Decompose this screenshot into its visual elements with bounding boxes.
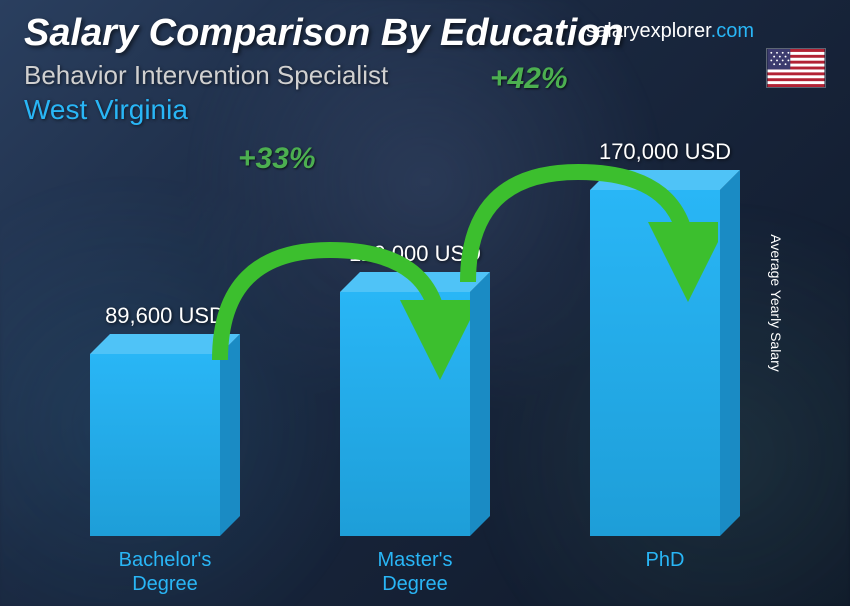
bar-group: 170,000 USDPhD (590, 190, 740, 536)
bar-front (590, 190, 720, 536)
watermark: salaryexplorer.com (586, 20, 754, 43)
page-title: Salary Comparison By Education (24, 12, 624, 55)
bar-value: 170,000 USD (580, 139, 750, 165)
watermark-main: salaryexplorer (586, 20, 711, 42)
bar-value: 89,600 USD (80, 303, 250, 329)
bar-value: 120,000 USD (330, 241, 500, 267)
location-label: West Virginia (24, 94, 188, 126)
bar-front (340, 292, 470, 536)
bar-group: 120,000 USDMaster's Degree (340, 292, 490, 536)
bar-label: Bachelor's Degree (90, 548, 240, 596)
bar-group: 89,600 USDBachelor's Degree (90, 354, 240, 536)
watermark-suffix: .com (711, 20, 754, 42)
bar-top (590, 170, 740, 190)
bar-top (90, 334, 240, 354)
bar-label: PhD (590, 548, 740, 572)
us-flag-icon (766, 48, 826, 88)
bar-label: Master's Degree (340, 548, 490, 596)
job-title: Behavior Intervention Specialist (24, 60, 388, 91)
increase-label: +42% (490, 62, 568, 96)
bar-side (720, 170, 740, 536)
bar-front (90, 354, 220, 536)
bar-side (470, 272, 490, 536)
bar-top (340, 272, 490, 292)
increase-label: +33% (238, 142, 316, 176)
bar-side (220, 334, 240, 536)
chart-area: 89,600 USDBachelor's Degree 120,000 USDMa… (40, 140, 790, 536)
